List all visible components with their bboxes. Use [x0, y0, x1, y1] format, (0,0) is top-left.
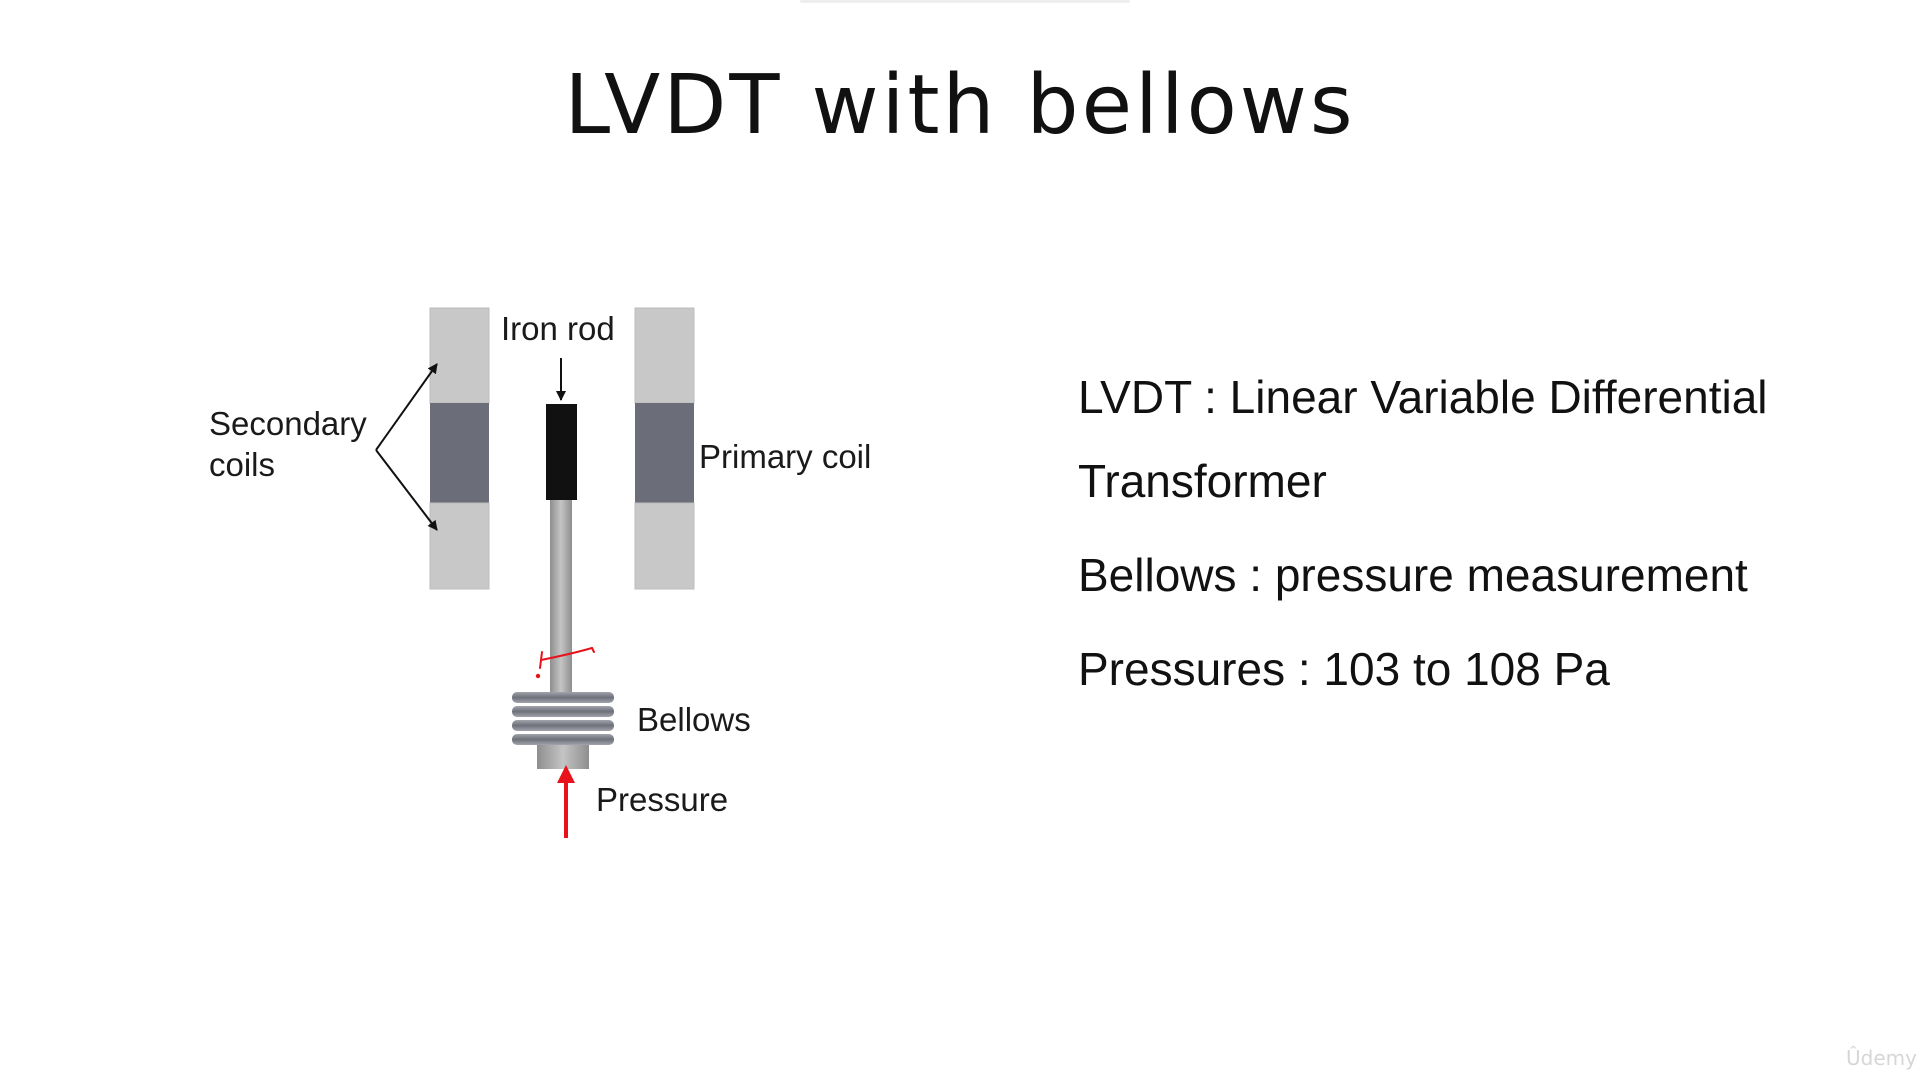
udemy-watermark: Ûdemy [1846, 1046, 1917, 1070]
label-pressure: Pressure [596, 781, 728, 818]
label-primary-coil: Primary coil [699, 438, 871, 475]
secondary-arrow-upper [375, 363, 438, 451]
secondary-arrow-lower [375, 449, 438, 531]
label-iron-rod: Iron rod [501, 310, 615, 347]
secondary-coil-left [429, 307, 490, 590]
description-text: LVDT : Linear Variable Differential Tran… [1078, 355, 1838, 711]
bellows-definition: Bellows : pressure measurement [1078, 549, 1748, 601]
label-secondary-coils-line1: Secondary [209, 405, 367, 442]
red-annotation-mark [535, 647, 595, 679]
label-secondary-coils-line2: coils [209, 446, 275, 483]
iron-rod [546, 404, 577, 700]
primary-coil-right [634, 307, 695, 590]
label-bellows: Bellows [637, 701, 751, 738]
top-edge-bar [800, 0, 1130, 3]
pressure-range: Pressures : 103 to 108 Pa [1078, 643, 1610, 695]
lvdt-definition: LVDT : Linear Variable Differential Tran… [1078, 371, 1768, 507]
bellows-shape [512, 692, 614, 769]
slide-title: LVDT with bellows [564, 58, 1356, 153]
